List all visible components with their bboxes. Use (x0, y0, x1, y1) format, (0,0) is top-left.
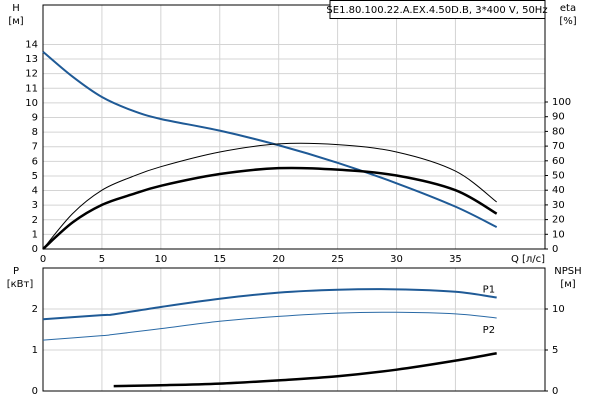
y-tick-label: 5 (32, 171, 38, 182)
y-tick-label: 6 (32, 156, 38, 167)
x-tick-label: 35 (449, 254, 462, 265)
y2-tick-label: 0 (552, 244, 558, 255)
y-tick-label: 8 (32, 127, 38, 138)
x-tick-label: 15 (213, 254, 226, 265)
y-tick-label: 10 (25, 98, 38, 109)
y2-tick-label: 80 (552, 126, 565, 137)
x-tick-label: 10 (154, 254, 167, 265)
y-axis-unit: [м] (8, 16, 23, 27)
y-tick-label: 0 (32, 244, 38, 255)
title-box (329, 0, 546, 19)
y-tick-label: 9 (32, 113, 38, 124)
y-tick-label: 0 (32, 386, 38, 397)
y-tick-label: 4 (32, 186, 38, 197)
y2-tick-label: 70 (552, 141, 565, 152)
x-tick-label: 5 (99, 254, 105, 265)
curve (42, 311, 497, 341)
x-axis-label: Q [л/с] (511, 254, 545, 265)
y-tick-label: 11 (25, 83, 38, 94)
y2-axis-label: eta (560, 3, 576, 14)
y-tick-label: 14 (25, 39, 38, 50)
y2-tick-label: 60 (552, 156, 565, 167)
y-tick-label: 2 (32, 304, 38, 315)
x-tick-label: 0 (40, 254, 46, 265)
chart-title: SE1.80.100.22.A.EX.4.50D.B, 3*400 V, 50H… (326, 5, 547, 16)
y2-tick-label: 5 (552, 345, 558, 356)
x-tick-label: 20 (272, 254, 285, 265)
y2-tick-label: 10 (552, 304, 565, 315)
series-label: P1 (483, 285, 495, 296)
y2-tick-label: 90 (552, 112, 565, 123)
plot-frame (42, 267, 546, 392)
y2-axis-label: NPSH (554, 266, 581, 277)
x-tick-label: 30 (390, 254, 403, 265)
y2-tick-label: 30 (552, 200, 565, 211)
y-tick-label: 13 (25, 54, 38, 65)
y-tick-label: 1 (32, 229, 38, 240)
plot-frame (42, 4, 546, 250)
y-axis-label: H (12, 3, 20, 14)
x-tick-label: 25 (331, 254, 344, 265)
y-axis-unit: [кВт] (7, 279, 34, 290)
y2-tick-label: 20 (552, 215, 565, 226)
curve (113, 352, 497, 388)
y-tick-label: 3 (32, 200, 38, 211)
y-tick-label: 2 (32, 215, 38, 226)
y-axis-label: P (13, 266, 19, 277)
curve (42, 166, 498, 250)
y-tick-label: 12 (25, 69, 38, 80)
y2-tick-label: 100 (552, 97, 571, 108)
curve (42, 288, 497, 321)
y2-tick-label: 40 (552, 185, 565, 196)
curve (42, 142, 497, 250)
y-tick-label: 1 (32, 345, 38, 356)
curve (42, 50, 498, 228)
y2-axis-unit: [%] (559, 16, 576, 27)
y-tick-label: 7 (32, 142, 38, 153)
y2-tick-label: 10 (552, 229, 565, 240)
y2-tick-label: 0 (552, 386, 558, 397)
y2-axis-unit: [м] (560, 279, 575, 290)
y2-tick-label: 50 (552, 171, 565, 182)
series-label: P2 (483, 325, 495, 336)
